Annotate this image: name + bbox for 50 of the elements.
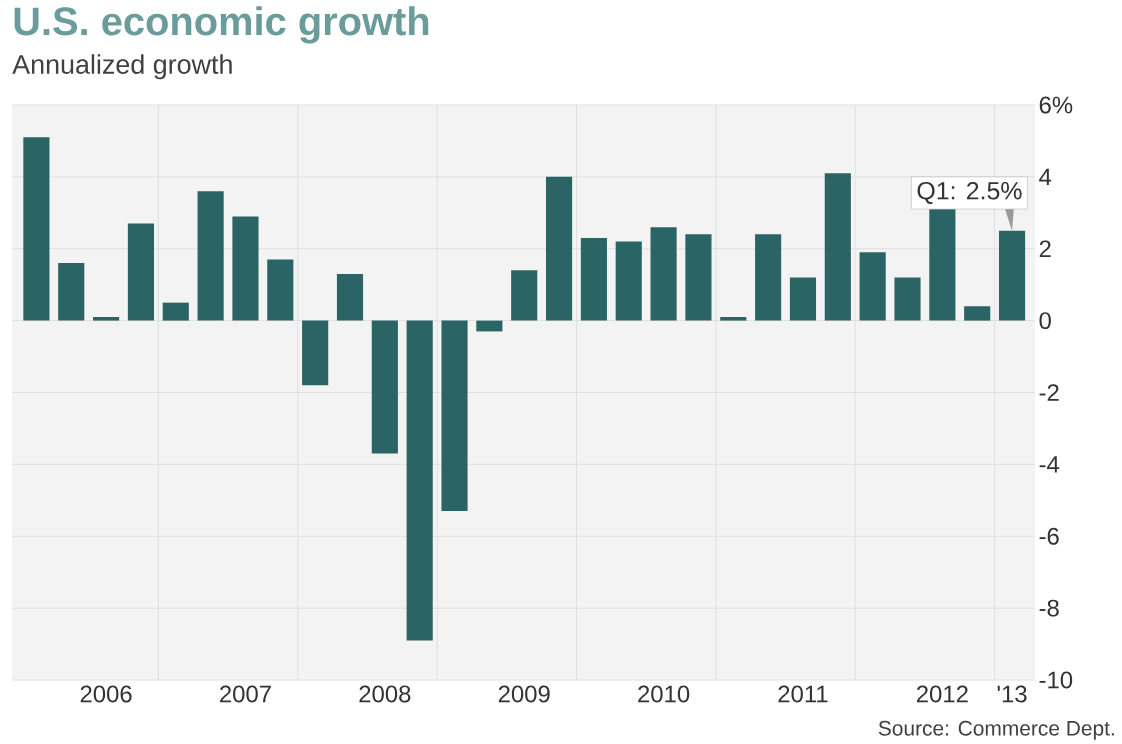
bar bbox=[197, 191, 224, 321]
bar bbox=[998, 230, 1026, 321]
bar bbox=[232, 216, 259, 321]
x-tick-label: 2010 bbox=[638, 685, 690, 703]
chart-subtitle: Annualized growth bbox=[12, 54, 232, 80]
bar bbox=[824, 173, 851, 321]
annotation: Q1: 2.5% bbox=[917, 181, 1022, 205]
bar bbox=[302, 320, 329, 386]
bar bbox=[406, 320, 433, 641]
bar bbox=[755, 234, 782, 321]
bar bbox=[511, 270, 538, 321]
y-tick-label: 0 bbox=[1039, 312, 1051, 330]
bar bbox=[650, 227, 677, 321]
bar bbox=[580, 237, 607, 321]
y-tick-label: 6% bbox=[1039, 96, 1073, 114]
bar bbox=[336, 273, 364, 321]
bar bbox=[162, 302, 189, 321]
y-tick-label: -2 bbox=[1039, 384, 1059, 401]
bar bbox=[371, 320, 398, 454]
bar bbox=[545, 176, 573, 321]
y-tick-label: 4 bbox=[1039, 168, 1052, 186]
bar bbox=[964, 306, 991, 321]
bar bbox=[685, 234, 712, 321]
x-tick-label: '13 bbox=[997, 685, 1027, 703]
y-tick-label: -4 bbox=[1039, 456, 1060, 473]
bar bbox=[441, 320, 468, 512]
bar bbox=[789, 277, 817, 321]
bar bbox=[894, 277, 921, 321]
chart-title: U.S. economic growth bbox=[14, 6, 429, 44]
x-tick-label: 2009 bbox=[498, 685, 550, 703]
bar bbox=[615, 241, 642, 321]
bar bbox=[929, 209, 956, 321]
bar bbox=[23, 137, 50, 321]
x-tick-label: 2006 bbox=[80, 685, 132, 703]
y-tick-label: 2 bbox=[1039, 240, 1051, 258]
y-tick-label: -8 bbox=[1039, 599, 1059, 617]
source-note: Source: Commerce Dept. bbox=[878, 720, 1114, 740]
y-tick-label: -10 bbox=[1039, 671, 1073, 689]
bar bbox=[720, 317, 747, 321]
bar bbox=[267, 259, 294, 321]
bar bbox=[58, 263, 85, 321]
x-tick-label: 2011 bbox=[778, 685, 828, 703]
x-tick-label: 2008 bbox=[359, 685, 411, 703]
x-tick-label: 2012 bbox=[916, 685, 968, 703]
y-tick-label: -6 bbox=[1039, 527, 1059, 545]
bar bbox=[93, 317, 120, 321]
x-tick-label: 2007 bbox=[220, 685, 271, 703]
bar bbox=[127, 223, 154, 321]
bar bbox=[476, 320, 503, 332]
bar bbox=[859, 252, 886, 321]
